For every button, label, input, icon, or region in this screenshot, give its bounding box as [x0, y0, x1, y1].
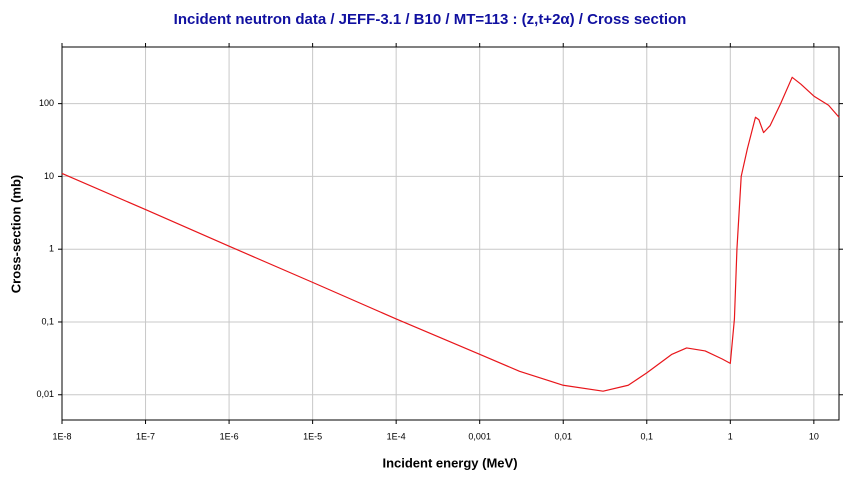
x-tick-label: 0,1 [641, 431, 654, 441]
x-tick-label: 1E-4 [387, 431, 406, 441]
y-axis-label: Cross-section (mb) [8, 175, 23, 293]
chart-title: Incident neutron data / JEFF-3.1 / B10 /… [174, 11, 687, 28]
x-tick-label: 0,001 [468, 431, 491, 441]
y-tick-label: 0,1 [41, 316, 54, 326]
x-tick-label: 0,01 [554, 431, 572, 441]
x-tick-label: 10 [809, 431, 819, 441]
y-tick-label: 1 [49, 244, 54, 254]
x-tick-label: 1E-7 [136, 431, 155, 441]
x-tick-label: 1E-6 [220, 431, 239, 441]
y-tick-label: 10 [44, 171, 54, 181]
x-axis-label: Incident energy (MeV) [382, 455, 517, 470]
x-tick-label: 1E-5 [303, 431, 322, 441]
y-tick-label: 0,01 [36, 389, 54, 399]
plot-frame [61, 46, 840, 421]
x-tick-label: 1E-8 [52, 431, 71, 441]
y-tick-label: 100 [39, 98, 54, 108]
x-tick-label: 1 [728, 431, 733, 441]
data-line [61, 76, 840, 392]
